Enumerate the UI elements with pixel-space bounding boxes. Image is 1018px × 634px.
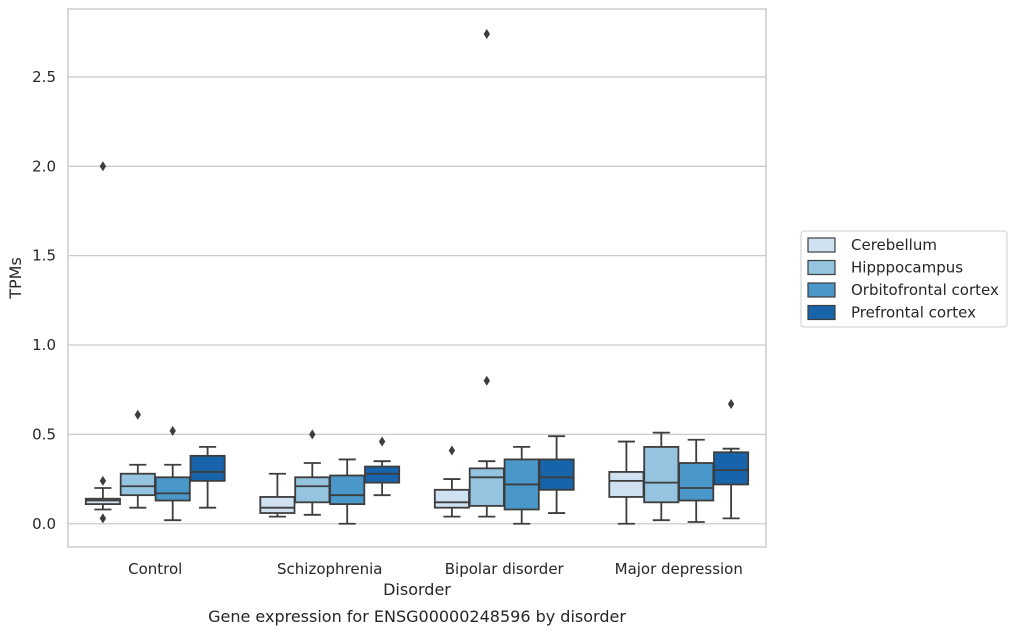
box-iqr bbox=[154, 476, 191, 502]
legend-swatch bbox=[807, 282, 836, 298]
box-cerebellum bbox=[433, 445, 470, 518]
box-iqr bbox=[468, 467, 505, 507]
legend-swatch bbox=[807, 304, 836, 321]
box-hipppocampus bbox=[294, 429, 331, 516]
x-axis-ticks: Control Schizophrenia Bipolar disorder Majo… bbox=[128, 560, 743, 578]
box-cerebellum bbox=[608, 440, 645, 525]
box-hipppocampus bbox=[643, 431, 680, 522]
y-tick-label: 1.0 bbox=[32, 336, 56, 354]
y-tick-label: 1.5 bbox=[32, 247, 56, 265]
legend-label: Orbitofrontal cortex bbox=[851, 281, 999, 299]
outlier-point bbox=[99, 161, 107, 172]
legend-label: Hipppocampus bbox=[851, 259, 963, 277]
box-iqr bbox=[189, 454, 226, 482]
box-orbitofrontal-cortex bbox=[503, 446, 540, 525]
x-tick-label: Bipolar disorder bbox=[445, 560, 565, 578]
grid-lines bbox=[68, 76, 766, 525]
box-iqr bbox=[713, 451, 750, 486]
legend-swatch bbox=[807, 259, 836, 276]
outlier-point bbox=[309, 429, 316, 440]
y-axis-ticks: 0.0 0.5 1.0 1.5 2.0 2.5 bbox=[32, 68, 56, 533]
y-axis-label: TPMs bbox=[6, 257, 25, 300]
box-hipppocampus bbox=[119, 409, 156, 509]
outlier-point bbox=[134, 409, 141, 420]
outlier-point bbox=[99, 475, 107, 486]
outlier-point bbox=[483, 375, 490, 386]
figure-caption: Gene expression for ENSG00000248596 by d… bbox=[208, 607, 626, 626]
x-tick-label: Major depression bbox=[615, 560, 743, 578]
box-iqr bbox=[259, 496, 296, 514]
outlier-point bbox=[99, 513, 107, 524]
box-iqr bbox=[643, 446, 680, 504]
y-tick-label: 0.0 bbox=[32, 515, 56, 533]
x-axis-label: Disorder bbox=[383, 580, 451, 599]
outlier-point bbox=[448, 445, 456, 456]
y-tick-label: 2.0 bbox=[32, 157, 56, 175]
box-iqr bbox=[294, 476, 331, 504]
y-tick-label: 0.5 bbox=[32, 425, 56, 443]
x-tick-label: Control bbox=[128, 560, 182, 578]
box-iqr bbox=[433, 488, 470, 509]
outlier-point bbox=[378, 436, 386, 447]
outlier-point bbox=[169, 425, 176, 436]
box-prefrontal-cortex bbox=[713, 399, 750, 520]
box-orbitofrontal-cortex bbox=[678, 438, 715, 523]
box-cerebellum bbox=[84, 161, 121, 524]
legend-frame bbox=[800, 230, 1008, 328]
box-orbitofrontal-cortex bbox=[329, 458, 366, 525]
plot-area-frame bbox=[67, 8, 767, 548]
box-series-layer bbox=[84, 29, 750, 525]
box-iqr bbox=[119, 472, 156, 497]
y-tick-label: 2.5 bbox=[32, 68, 56, 86]
outlier-point bbox=[483, 29, 490, 40]
box-iqr bbox=[329, 474, 366, 506]
legend-label: Cerebellum bbox=[851, 236, 937, 254]
box-hipppocampus bbox=[468, 29, 505, 518]
outlier-point bbox=[727, 399, 735, 410]
x-tick-label: Schizophrenia bbox=[277, 560, 382, 578]
box-prefrontal-cortex bbox=[189, 446, 226, 509]
box-iqr bbox=[608, 471, 645, 498]
legend-swatch bbox=[807, 237, 836, 253]
box-cerebellum bbox=[259, 472, 296, 518]
box-orbitofrontal-cortex bbox=[154, 425, 191, 522]
box-prefrontal-cortex bbox=[364, 436, 401, 497]
box-iqr bbox=[538, 458, 575, 491]
legend-label: Prefrontal cortex bbox=[851, 304, 976, 322]
box-iqr bbox=[678, 462, 715, 502]
box-prefrontal-cortex bbox=[538, 435, 575, 514]
legend: Cerebellum Hipppocampus Orbitofrontal cort… bbox=[800, 230, 1008, 328]
